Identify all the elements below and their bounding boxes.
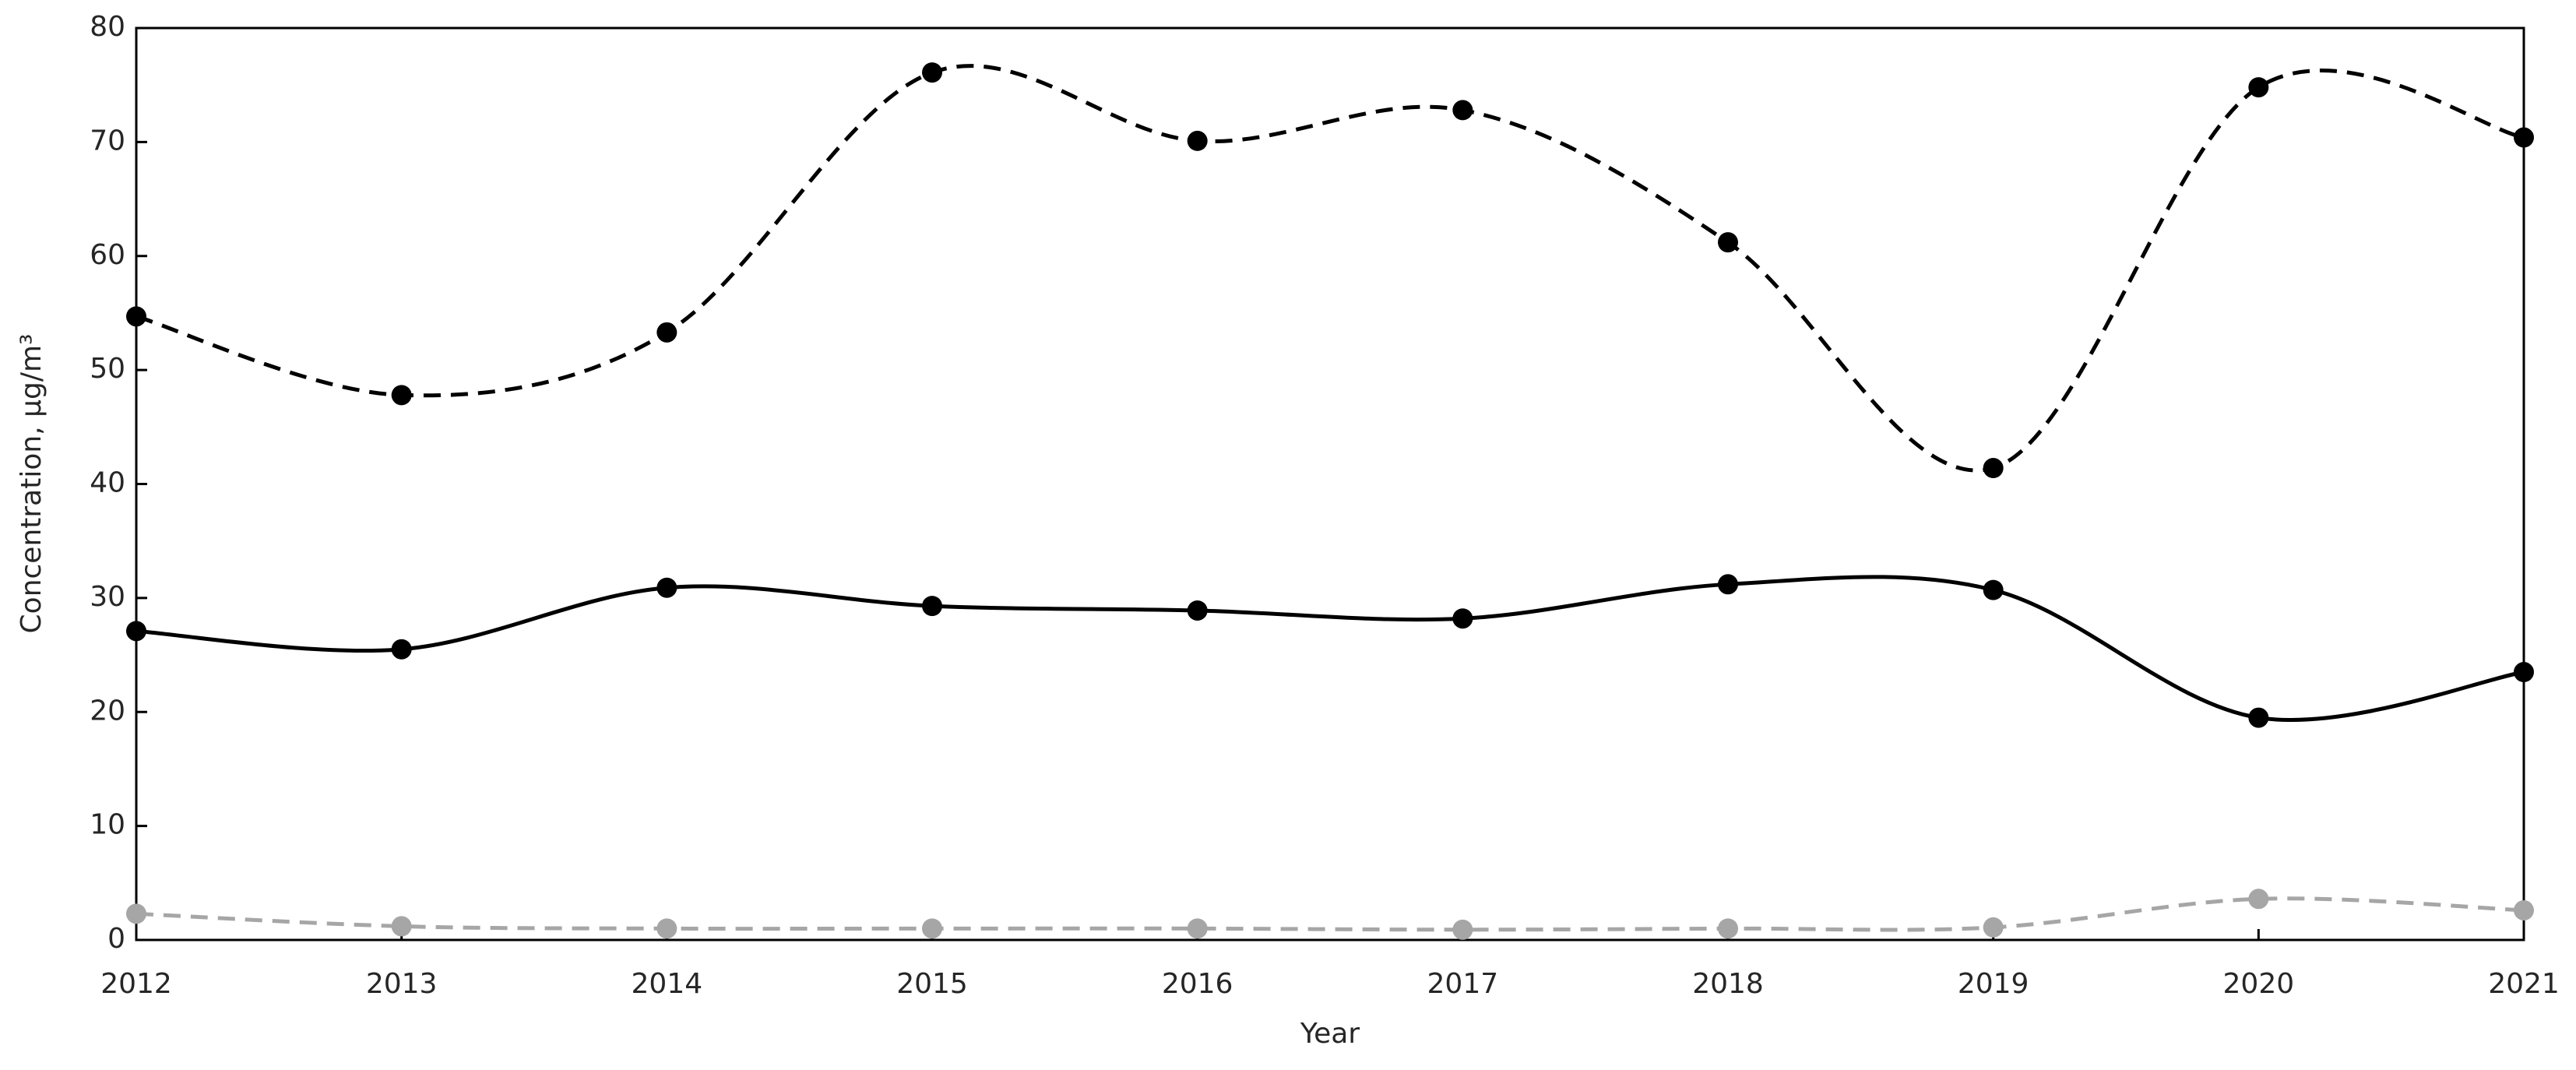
x-tick-label: 2019	[1958, 968, 2029, 1000]
y-tick-label: 0	[107, 923, 125, 955]
x-tick-label: 2014	[632, 968, 703, 1000]
y-tick-label: 30	[90, 581, 125, 613]
x-tick-label: 2017	[1427, 968, 1499, 1000]
point	[922, 596, 942, 617]
point	[391, 916, 412, 937]
point	[1187, 600, 1208, 621]
x-tick-label: 2018	[1692, 968, 1764, 1000]
point	[2514, 127, 2534, 148]
series-line	[135, 64, 2525, 473]
point	[1718, 232, 1738, 253]
point	[1983, 458, 2004, 479]
y-tick-label: 20	[90, 695, 125, 727]
point	[2514, 899, 2534, 920]
point	[391, 639, 412, 660]
point	[1452, 919, 1473, 940]
y-tick-label: 40	[90, 467, 125, 499]
x-tick-label: 2015	[896, 968, 968, 1000]
x-tick-label: 2021	[2488, 968, 2560, 1000]
point	[391, 385, 412, 406]
point	[126, 903, 146, 924]
series-line	[135, 896, 2525, 932]
x-tick-label: 2020	[2223, 968, 2295, 1000]
x-axis-label: Year	[1300, 1018, 1360, 1050]
point	[126, 621, 146, 642]
plot-frame	[135, 26, 2525, 942]
y-tick-label: 10	[90, 809, 125, 841]
series-line	[135, 575, 2525, 722]
point	[1718, 918, 1738, 939]
point	[2248, 889, 2269, 910]
point	[922, 918, 942, 939]
y-tick-label: 60	[90, 239, 125, 271]
y-axis-label: Concentration, μg/m³	[16, 334, 48, 634]
point	[656, 577, 677, 598]
point	[2248, 77, 2269, 98]
point	[2248, 707, 2269, 728]
point	[1983, 917, 2004, 938]
point	[656, 322, 677, 343]
point	[1718, 574, 1738, 595]
x-tick-label: 2012	[100, 968, 172, 1000]
point	[1187, 918, 1208, 939]
point	[1452, 100, 1473, 121]
point	[1187, 130, 1208, 151]
x-tick-label: 2016	[1162, 968, 1233, 1000]
y-tick-label: 50	[90, 353, 125, 385]
y-tick-label: 70	[90, 125, 125, 157]
point	[922, 62, 942, 83]
point	[2514, 662, 2534, 683]
point	[1983, 579, 2004, 600]
point	[126, 306, 146, 327]
point	[656, 918, 677, 939]
point	[1452, 608, 1473, 629]
x-tick-label: 2013	[366, 968, 438, 1000]
y-tick-label: 80	[90, 11, 125, 43]
